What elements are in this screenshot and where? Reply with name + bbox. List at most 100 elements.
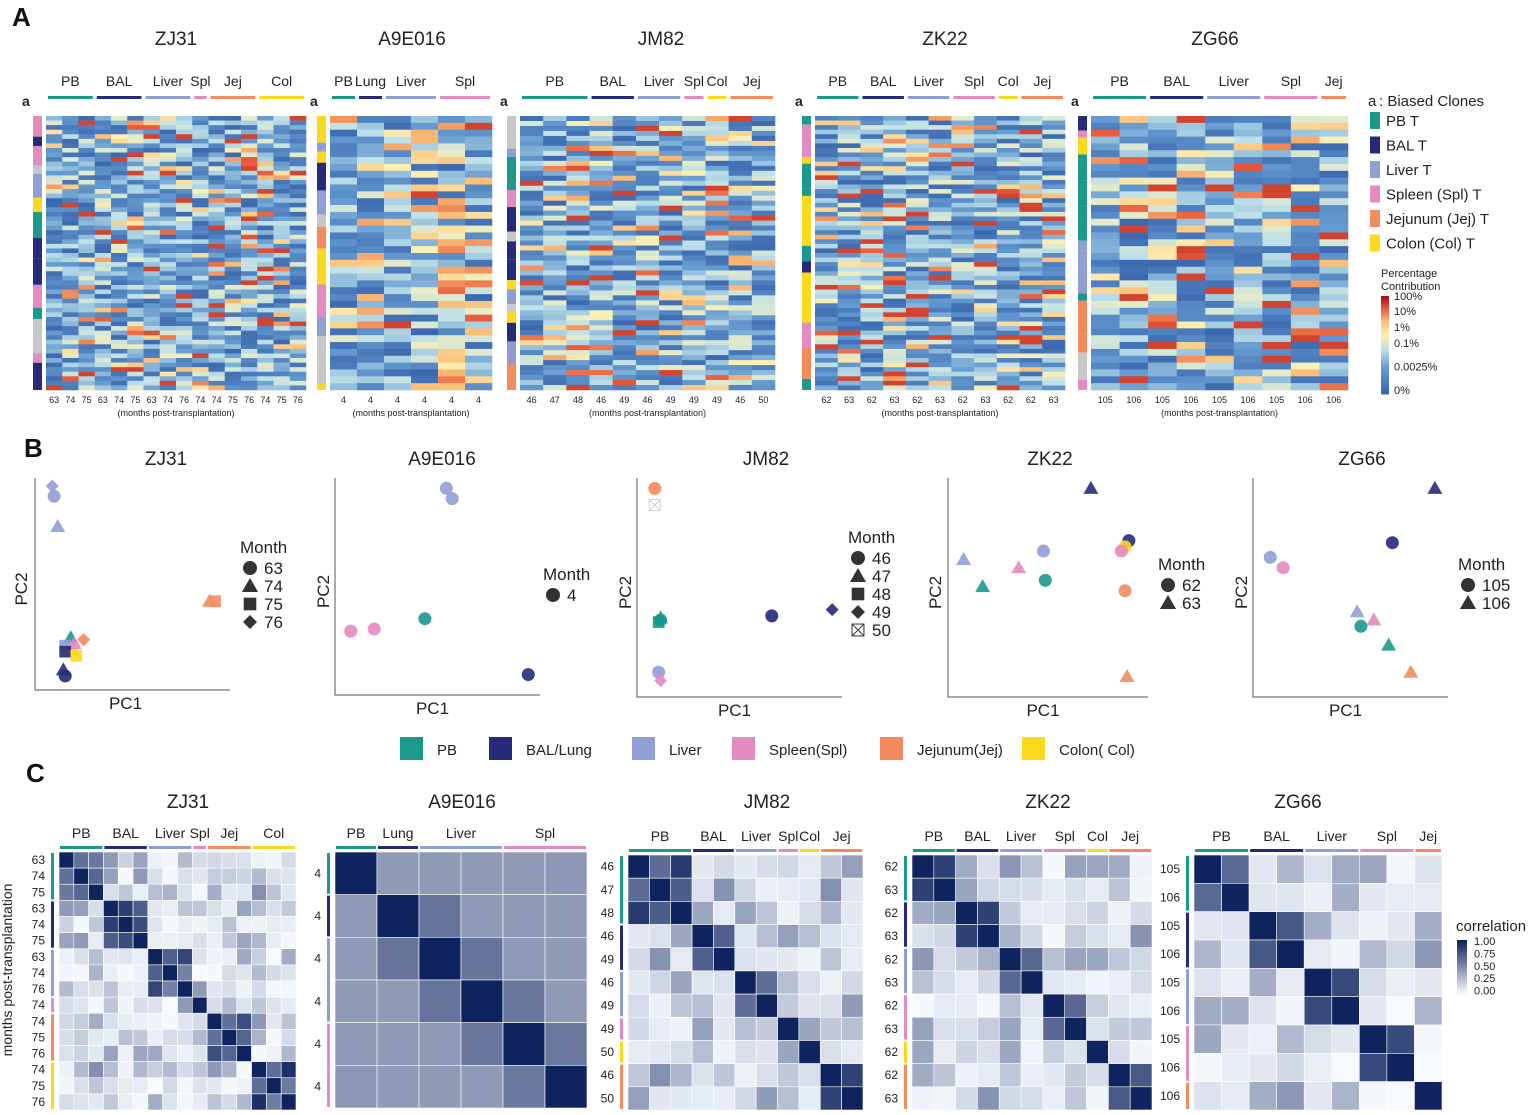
- corr-cell: [691, 993, 714, 1018]
- heat-cell: [411, 259, 439, 267]
- tissue-legend-label: PB: [437, 742, 457, 759]
- heat-cell: [974, 289, 998, 295]
- heat-cell: [928, 253, 952, 258]
- heat-cell: [612, 345, 637, 351]
- corr-cell: [206, 900, 223, 917]
- corr-cell: [998, 1063, 1022, 1088]
- heat-cell: [951, 298, 975, 304]
- group-label: PB: [828, 73, 847, 89]
- heat-cell: [751, 350, 776, 356]
- month-legend-title: Month: [848, 528, 895, 547]
- group-label: Col: [998, 73, 1019, 89]
- corr-cell: [58, 916, 75, 933]
- column-tick: 106: [1126, 395, 1141, 405]
- heat-cell: [1262, 218, 1292, 226]
- corr-cell: [236, 1029, 252, 1046]
- corr-cell: [691, 1063, 714, 1088]
- bias-bar-segment: [1078, 205, 1087, 241]
- heat-cell: [682, 320, 706, 326]
- heat-cell: [837, 353, 861, 359]
- heat-cell: [815, 179, 839, 185]
- corr-cell: [221, 883, 238, 901]
- corr-cell: [1276, 939, 1305, 969]
- heat-cell: [78, 120, 96, 126]
- corr-cell: [58, 1093, 75, 1111]
- heat-cell: [192, 243, 209, 249]
- heat-cell: [192, 358, 209, 363]
- heat-cell: [46, 280, 63, 286]
- heat-cell: [143, 239, 161, 245]
- colorbar-tick: 100%: [1394, 291, 1422, 303]
- corr-colorbar-segment: [1457, 991, 1467, 994]
- heat-cell: [78, 371, 96, 377]
- heat-cell: [111, 152, 128, 158]
- colorbar-segment: [1381, 347, 1389, 351]
- heat-cell: [1019, 335, 1043, 341]
- heat-cell: [62, 348, 79, 354]
- heat-cell: [46, 358, 63, 363]
- heat-cell: [974, 120, 998, 126]
- heat-cell: [860, 152, 884, 158]
- corr-cell: [1129, 1063, 1153, 1088]
- heat-cell: [78, 230, 96, 236]
- heat-cell: [330, 157, 358, 165]
- heat-cell: [974, 193, 998, 199]
- heat-cell: [176, 129, 193, 135]
- heat-cell: [127, 284, 144, 290]
- heat-cell: [520, 285, 544, 291]
- column-tick: 75: [228, 395, 238, 405]
- heat-cell: [815, 371, 839, 377]
- heat-cell: [273, 221, 291, 226]
- heat-cell: [705, 385, 729, 391]
- heat-cell: [951, 330, 975, 336]
- heat-cell: [860, 161, 884, 167]
- heat-cell: [659, 300, 683, 306]
- corr-cell: [334, 1022, 378, 1066]
- heat-cell: [612, 190, 637, 197]
- heat-cell: [996, 358, 1020, 363]
- corr-cell: [841, 924, 864, 949]
- heat-cell: [143, 358, 161, 363]
- heat-cell: [257, 326, 274, 331]
- heat-cell: [815, 125, 839, 130]
- heat-cell: [1205, 362, 1235, 370]
- heat-cell: [357, 211, 385, 220]
- heat-cell: [883, 216, 907, 222]
- heat-cell: [1262, 116, 1292, 124]
- heat-cell: [273, 335, 291, 341]
- heat-cell: [159, 353, 177, 359]
- heat-cell: [659, 245, 683, 251]
- heat-cell: [384, 191, 412, 199]
- heat-cell: [241, 207, 258, 213]
- heat-cell: [411, 273, 439, 281]
- group-bar: [629, 849, 692, 852]
- heat-cell: [682, 335, 706, 341]
- heat-cell: [728, 310, 753, 316]
- heat-cell: [143, 221, 161, 226]
- corr-cell: [206, 1045, 223, 1062]
- corr-cell: [755, 1063, 778, 1088]
- heat-cell: [974, 353, 998, 359]
- heat-cell: [1019, 298, 1043, 304]
- heat-cell: [1019, 307, 1043, 313]
- corr-cell: [1193, 968, 1222, 997]
- heat-cell: [1148, 328, 1177, 336]
- heat-cell: [635, 360, 660, 366]
- heat-cell: [192, 344, 209, 350]
- heat-cell: [1091, 239, 1120, 247]
- heat-cell: [612, 310, 637, 316]
- heat-cell: [143, 189, 161, 194]
- heat-cell: [224, 189, 242, 194]
- tissue-legend: PB BAL/Lung Liver Spleen(Spl) Jejunum(Jej) Co…: [400, 737, 1135, 760]
- heat-cell: [860, 157, 884, 162]
- group-bar: [730, 96, 773, 99]
- corr-cell: [755, 854, 778, 879]
- heat-cell: [815, 326, 839, 331]
- heat-cell: [62, 161, 79, 167]
- heat-cell: [1148, 376, 1177, 384]
- corr-cell: [162, 932, 178, 950]
- row-group-bar: [904, 1041, 907, 1063]
- heat-cell: [612, 240, 637, 246]
- heat-cell: [257, 362, 274, 368]
- corr-cell: [502, 937, 546, 981]
